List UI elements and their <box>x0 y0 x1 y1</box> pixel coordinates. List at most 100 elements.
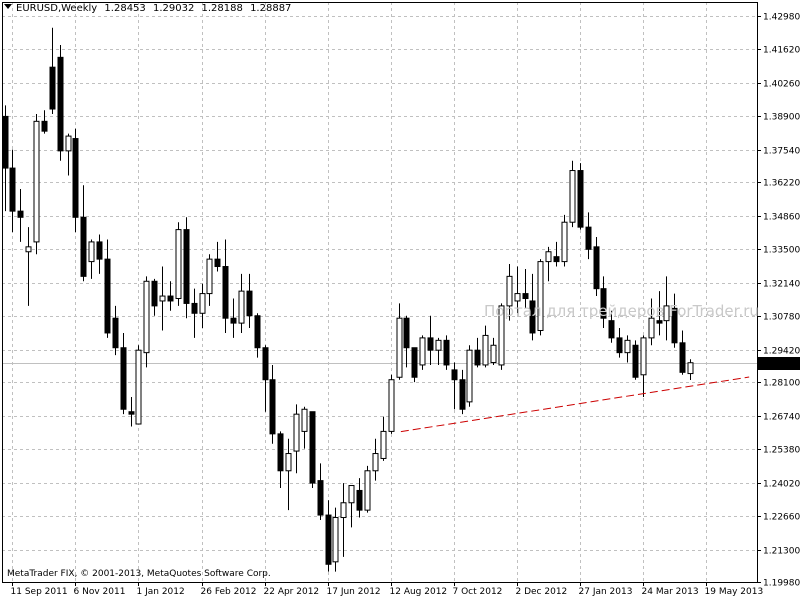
candle-body-bear <box>269 379 276 435</box>
candle <box>41 110 48 134</box>
current-price-tag-label: 1.28887 <box>762 360 799 370</box>
candle-body-bear <box>608 320 615 339</box>
candle <box>396 303 403 380</box>
candle-body-bull <box>65 135 72 152</box>
candle-body-bull <box>648 317 655 339</box>
candle-body-bull <box>687 362 694 375</box>
candle-body-bear <box>427 337 434 351</box>
candle <box>537 259 544 336</box>
candle <box>403 315 410 368</box>
candle-body-bull <box>466 349 473 403</box>
candle-body-bull <box>624 339 631 354</box>
candle-body-bear <box>593 246 600 290</box>
candle-body-bull <box>569 170 576 223</box>
candle <box>372 438 379 481</box>
candle <box>325 500 332 572</box>
candle <box>671 293 678 348</box>
candle <box>104 239 111 338</box>
candle-body-bear <box>112 317 119 349</box>
candle <box>277 431 284 488</box>
candle <box>482 325 489 368</box>
price-tick-label: 1.32140 <box>763 280 800 290</box>
candle <box>561 214 568 267</box>
candle <box>159 266 166 331</box>
candle-body-bear <box>128 411 135 415</box>
price-tick-label: 1.42980 <box>763 13 800 23</box>
time-tick-label: 2 Dec 2012 <box>516 587 568 597</box>
price-tick-label: 1.37540 <box>763 147 800 157</box>
current-price-tag-bg <box>758 357 800 370</box>
low-value: 1.28188 <box>201 3 243 14</box>
candle <box>72 128 79 233</box>
candle <box>411 347 418 383</box>
candle-body-bull <box>88 241 95 263</box>
candle-body-bull <box>332 517 339 563</box>
candle-body-bull <box>25 246 32 253</box>
candle <box>356 478 363 518</box>
candle <box>183 217 190 319</box>
candle-body-bear <box>151 280 158 307</box>
candle <box>490 337 497 365</box>
chart-menu-arrow-icon[interactable] <box>4 4 12 9</box>
candle <box>616 328 623 358</box>
candle-body-bear <box>230 317 237 324</box>
candle <box>128 396 135 427</box>
candle <box>293 404 300 474</box>
candle <box>112 305 119 356</box>
time-tick-label: 7 Oct 2012 <box>453 587 503 597</box>
candle <box>459 369 466 415</box>
candle-body-bear <box>522 293 529 300</box>
high-value: 1.29032 <box>152 3 195 14</box>
candle <box>474 337 481 368</box>
price-axis-labels: 1.42980 1.41620 1.40260 1.38900 1.37540 1.362… <box>763 13 800 589</box>
candle-body-bear <box>356 489 363 511</box>
candle <box>364 465 371 513</box>
candle-body-bear <box>72 138 79 218</box>
candle-body-bull <box>293 413 300 452</box>
candle <box>230 298 237 338</box>
candle <box>545 246 552 282</box>
candle <box>25 227 32 306</box>
candle <box>553 241 560 267</box>
candle <box>332 507 339 572</box>
price-tick-label: 1.26740 <box>763 413 800 423</box>
candles <box>2 27 694 572</box>
candle-body-bear <box>167 295 174 302</box>
candle-body-bear <box>317 480 324 516</box>
open-value: 1.28453 <box>104 3 146 14</box>
candle <box>632 340 639 380</box>
candle <box>301 406 308 449</box>
candle <box>600 276 607 329</box>
candle <box>514 266 521 314</box>
price-tick-label: 1.19980 <box>763 579 800 589</box>
candle-body-bull <box>506 275 513 307</box>
candle-body-bear <box>254 315 261 349</box>
trendline-segment[interactable] <box>400 376 750 433</box>
candle-body-bear <box>96 241 103 260</box>
candle-body-bear <box>411 347 418 378</box>
candle-body-bear <box>57 56 64 152</box>
trendline[interactable] <box>400 376 750 433</box>
candle <box>199 283 206 329</box>
symbol-timeframe: EURUSD,Weekly <box>16 3 98 14</box>
candle <box>340 483 347 557</box>
candle <box>506 264 513 321</box>
candle <box>17 188 24 242</box>
candle-body-bear <box>120 347 127 410</box>
candle <box>143 276 150 368</box>
candle <box>175 222 182 306</box>
candle-body-bull <box>498 305 505 366</box>
candle <box>262 345 269 412</box>
time-tick-label: 11 Sep 2011 <box>11 587 68 597</box>
candle <box>435 337 442 365</box>
candle <box>640 335 647 397</box>
candle <box>206 254 213 306</box>
candle <box>498 303 505 370</box>
watermark-text: Портал для трейдеров ForTrader.ru <box>484 302 759 320</box>
candle <box>648 298 655 346</box>
candle-body-bear <box>222 266 229 319</box>
candle <box>577 163 584 230</box>
candle-body-bull <box>364 470 371 511</box>
candle <box>427 315 434 365</box>
candle <box>238 273 245 333</box>
